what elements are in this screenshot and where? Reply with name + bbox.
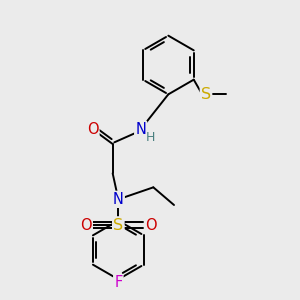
Text: O: O [80, 218, 92, 232]
Text: O: O [87, 122, 98, 137]
Text: N: N [135, 122, 146, 137]
Text: F: F [114, 275, 122, 290]
Text: N: N [113, 192, 124, 207]
Text: H: H [145, 131, 155, 144]
Text: O: O [145, 218, 157, 232]
Text: S: S [113, 218, 123, 232]
Text: S: S [201, 86, 211, 101]
